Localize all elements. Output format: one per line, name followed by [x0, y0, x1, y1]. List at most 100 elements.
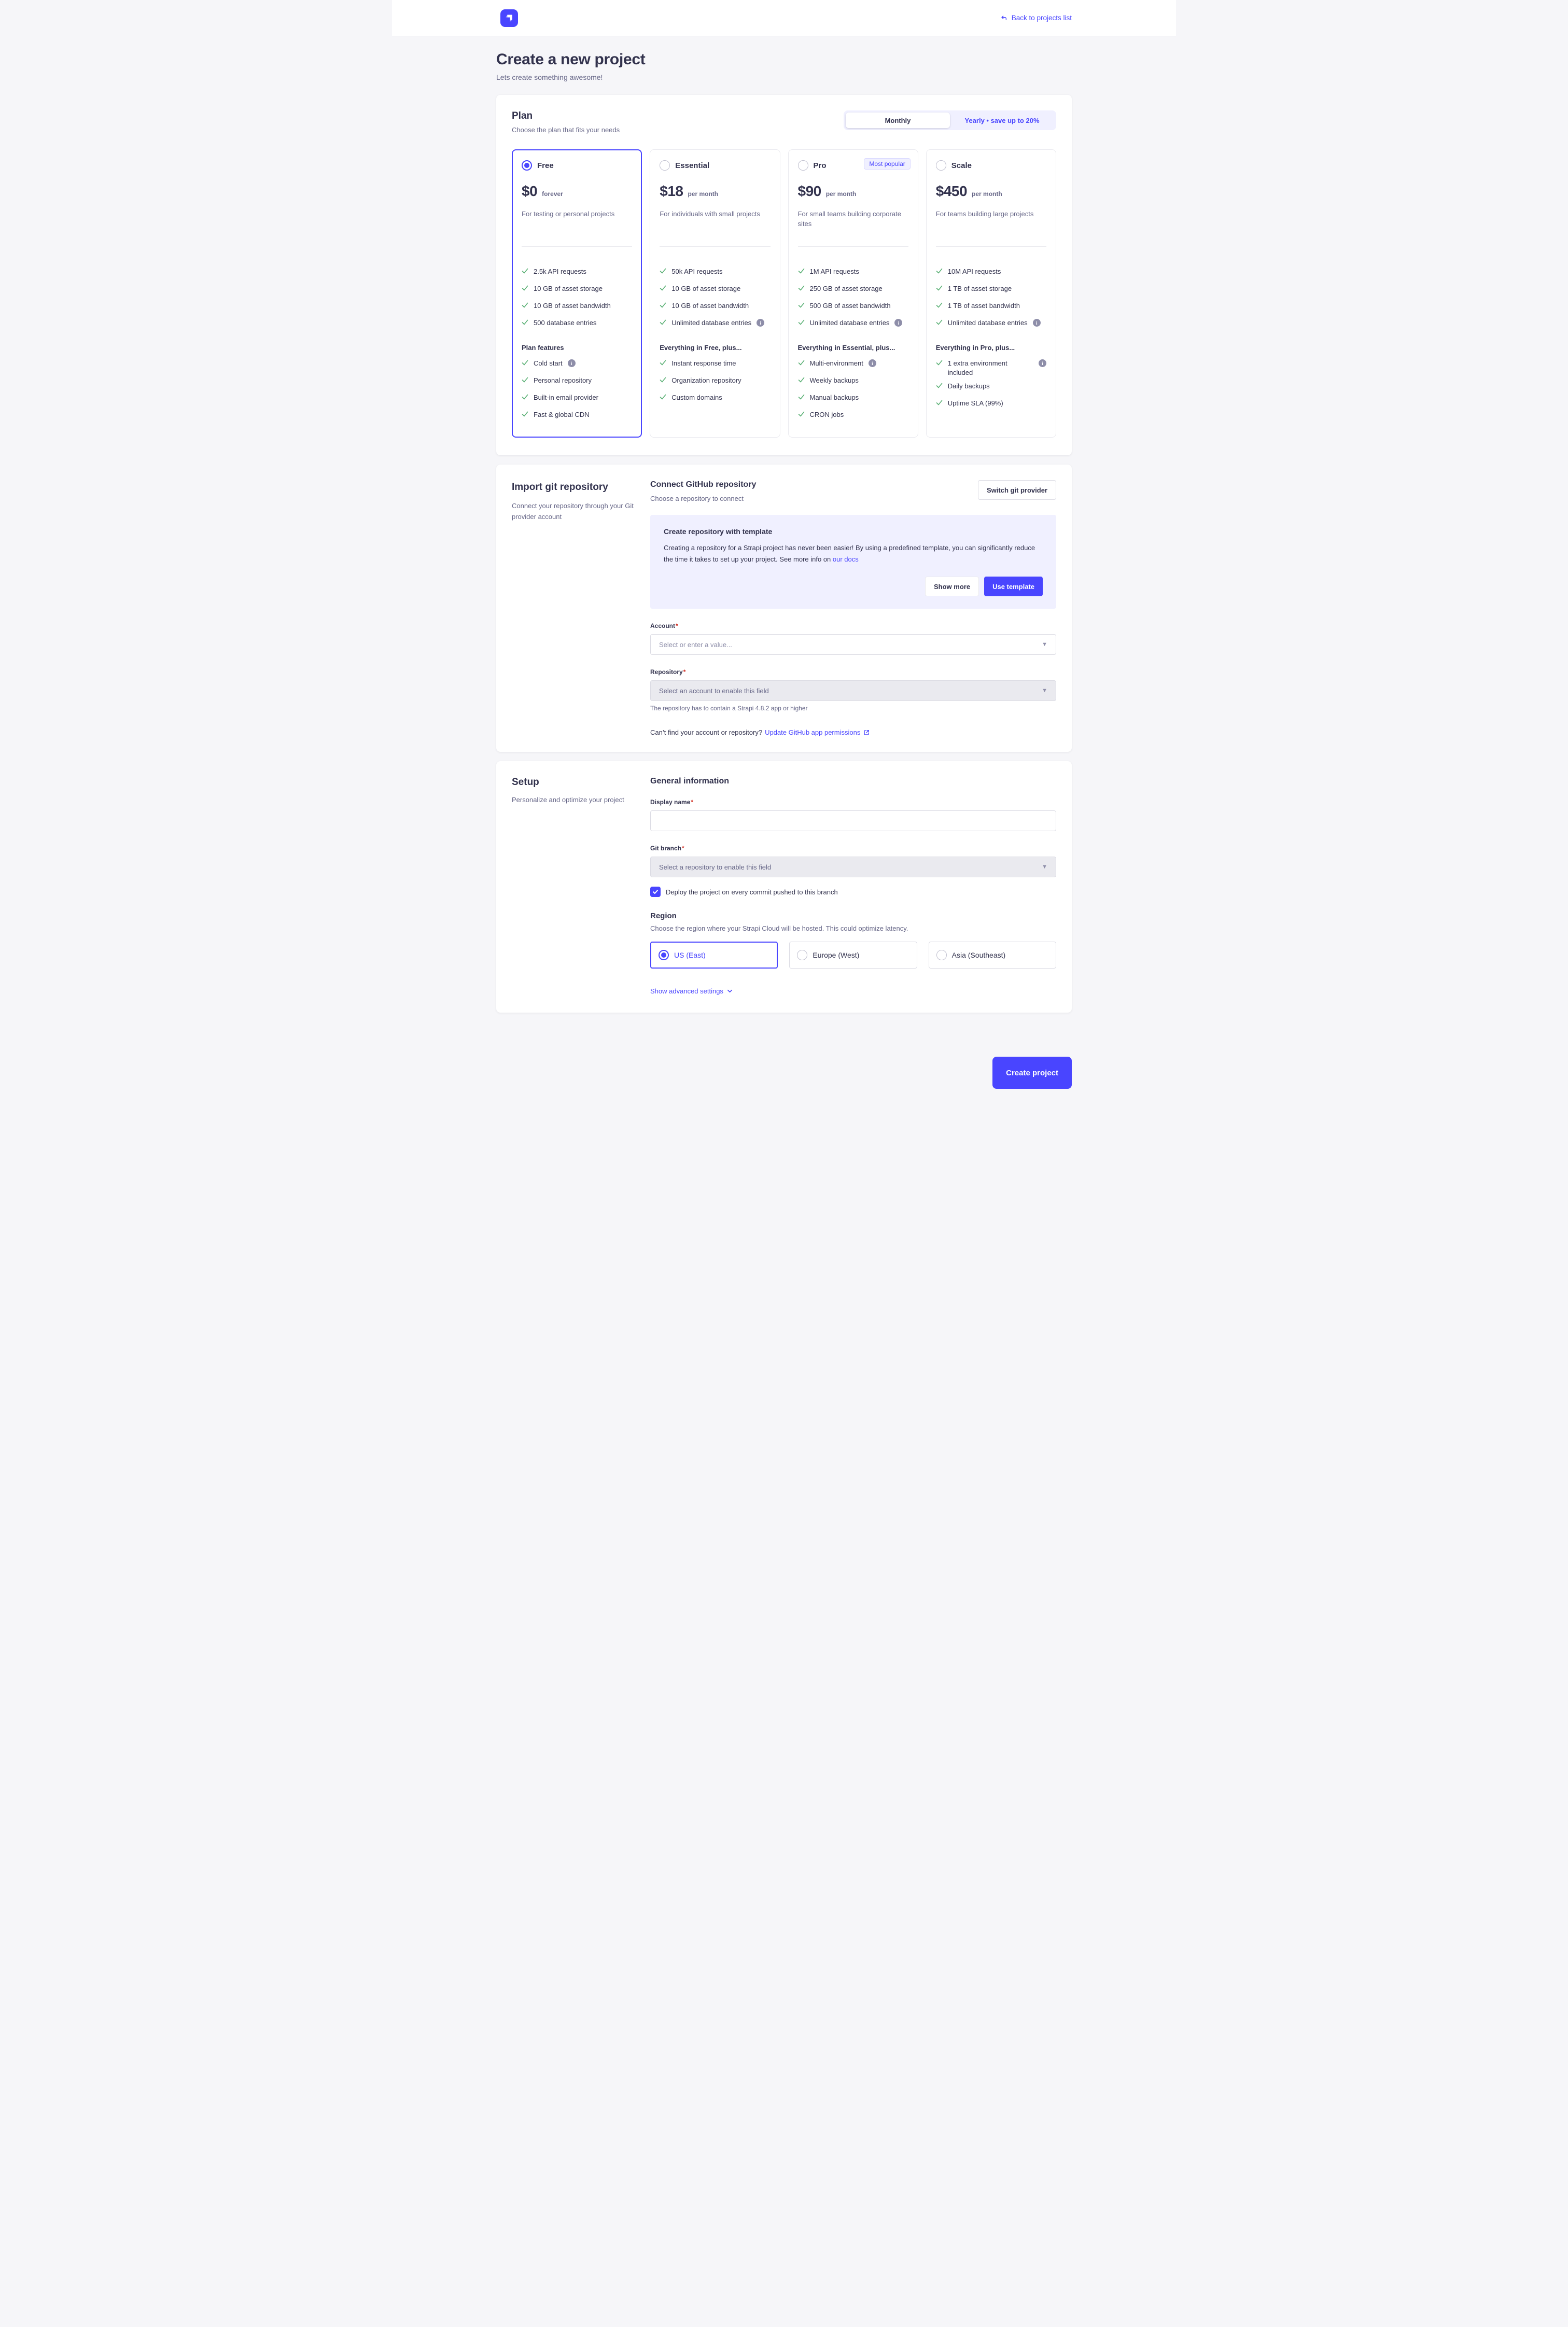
plan-name: Pro: [813, 161, 827, 170]
plan-radio-row: Pro: [797, 160, 908, 171]
external-link-icon: [863, 730, 870, 736]
region-option-europe-west[interactable]: Europe (West): [789, 942, 917, 969]
plan-feature-item: Custom domains: [660, 392, 770, 406]
plan-radio-scale[interactable]: [935, 160, 946, 171]
check-icon: [522, 375, 528, 386]
our-docs-link[interactable]: our docs: [832, 555, 859, 563]
plan-feature-item: Daily backups: [936, 381, 1046, 395]
deploy-on-commit-checkbox[interactable]: [650, 887, 661, 897]
billing-toggle-monthly[interactable]: Monthly: [846, 113, 950, 128]
plan-extra-heading: Everything in Pro, plus...: [935, 344, 1015, 352]
feature-label: 10M API requests: [947, 268, 1001, 275]
check-icon: [660, 284, 666, 294]
plan-card-pro[interactable]: Pro Most popular $90 per month For small tea…: [788, 149, 918, 438]
feature-label: 1 extra environment included: [947, 359, 1007, 376]
plan-feature-list: 1M API requests 250 GB of asset storage 50…: [798, 267, 908, 331]
plan-radio-row: Essential: [660, 160, 770, 171]
plan-feature-list: 10M API requests 1 TB of asset storage 1 T…: [936, 267, 1046, 331]
region-label: Europe (West): [813, 951, 860, 959]
check-icon: [798, 375, 805, 386]
plan-description: For testing or personal projects: [522, 210, 615, 218]
feature-label: Unlimited database entries: [809, 319, 890, 327]
plan-feature-item: Organization repository: [660, 375, 770, 389]
feature-label: 2.5k API requests: [534, 268, 586, 275]
plan-price: $90: [797, 183, 822, 199]
feature-label: Custom domains: [671, 394, 722, 401]
region-option-us-east[interactable]: US (East): [650, 942, 778, 969]
template-panel-body: Creating a repository for a Strapi proje…: [664, 544, 1035, 563]
plan-radio-essential[interactable]: [660, 160, 670, 171]
account-select-placeholder: Select or enter a value...: [659, 640, 732, 649]
feature-label: Built-in email provider: [534, 394, 598, 401]
feature-label: Cold start: [534, 359, 563, 367]
plan-price-period: per month: [972, 190, 1002, 198]
region-radio[interactable]: [797, 950, 808, 960]
plan-card-free[interactable]: Free $0 forever For testing or personal pro…: [512, 149, 642, 438]
plan-radio-free[interactable]: [522, 160, 532, 171]
show-more-button[interactable]: Show more: [925, 577, 979, 596]
setup-section: Setup Personalize and optimize your proj…: [496, 761, 1072, 1013]
region-radio[interactable]: [936, 950, 947, 960]
region-radio[interactable]: [659, 950, 669, 960]
region-subtitle: Choose the region where your Strapi Clou…: [650, 924, 908, 932]
check-icon: [798, 267, 805, 277]
chevron-down-icon: ▼: [1042, 641, 1047, 648]
top-header: Back to projects list: [392, 0, 1176, 36]
check-icon: [522, 301, 528, 311]
plan-cards: Free $0 forever For testing or personal pro…: [512, 149, 1056, 438]
region-option-asia-southeast[interactable]: Asia (Southeast): [928, 942, 1056, 969]
deploy-on-commit-label: Deploy the project on every commit pushe…: [666, 888, 838, 896]
plan-section: Plan Choose the plan that fits your need…: [496, 95, 1072, 455]
plan-feature-item: Unlimited database entries i: [798, 318, 908, 331]
feature-label: 10 GB of asset storage: [671, 285, 741, 292]
plan-price-period: forever: [542, 190, 563, 198]
plan-feature-item: 1 extra environment included i: [936, 358, 1046, 377]
plan-card-essential[interactable]: Essential $18 per month For individuals wit…: [650, 149, 780, 438]
billing-period-toggle: Monthly Yearly • save up to 20%: [844, 110, 1056, 130]
plan-feature-item: Unlimited database entries i: [660, 318, 770, 331]
plan-price: $0: [522, 183, 538, 199]
update-github-permissions-link[interactable]: Update GitHub app permissions: [765, 728, 870, 736]
plan-feature-item: Multi-environment i: [798, 358, 908, 372]
feature-label: Instant response time: [671, 359, 736, 367]
plan-feature-item: Uptime SLA (99%): [936, 398, 1046, 412]
show-advanced-settings-link[interactable]: Show advanced settings: [650, 987, 733, 995]
check-icon: [936, 284, 943, 294]
check-icon: [936, 358, 943, 369]
info-icon[interactable]: i: [567, 359, 576, 367]
back-arrow-icon: [1000, 15, 1007, 22]
chevron-down-icon: [727, 988, 733, 994]
check-icon: [522, 392, 528, 403]
feature-label: Fast & global CDN: [534, 411, 590, 418]
account-select[interactable]: Select or enter a value... ▼: [650, 634, 1056, 655]
strapi-logo-icon[interactable]: [500, 9, 518, 27]
plan-price-row: $450 per month: [936, 183, 1046, 200]
switch-git-provider-button[interactable]: Switch git provider: [977, 480, 1056, 500]
info-icon[interactable]: i: [757, 319, 765, 327]
back-to-projects-link[interactable]: Back to projects list: [1000, 14, 1072, 22]
use-template-button[interactable]: Use template: [984, 577, 1043, 596]
plan-radio-pro[interactable]: [797, 160, 808, 171]
info-icon[interactable]: i: [868, 359, 876, 367]
feature-label: Uptime SLA (99%): [947, 399, 1003, 407]
plan-card-scale[interactable]: Scale $450 per month For teams building lar…: [926, 149, 1056, 438]
check-icon: [660, 301, 666, 311]
plan-divider: [797, 246, 908, 247]
plan-extra-feature-list: Instant response time Organization reposi…: [660, 358, 770, 406]
check-icon: [660, 358, 666, 369]
plan-price-row: $18 per month: [660, 183, 770, 200]
feature-label: CRON jobs: [809, 411, 844, 418]
info-icon[interactable]: i: [894, 319, 903, 327]
plan-price: $18: [660, 183, 683, 199]
feature-label: 1 TB of asset storage: [947, 285, 1012, 292]
template-panel-title: Create repository with template: [664, 527, 773, 536]
billing-toggle-yearly[interactable]: Yearly • save up to 20%: [964, 116, 1040, 124]
feature-label: Unlimited database entries: [947, 319, 1028, 327]
feature-label: 250 GB of asset storage: [809, 285, 883, 292]
git-branch-label: Git branch: [650, 845, 684, 852]
import-section-title: Import git repository: [512, 482, 608, 493]
info-icon[interactable]: i: [1039, 359, 1046, 367]
create-project-button[interactable]: Create project: [992, 1057, 1072, 1089]
display-name-input[interactable]: [650, 810, 1056, 831]
info-icon[interactable]: i: [1032, 319, 1041, 327]
